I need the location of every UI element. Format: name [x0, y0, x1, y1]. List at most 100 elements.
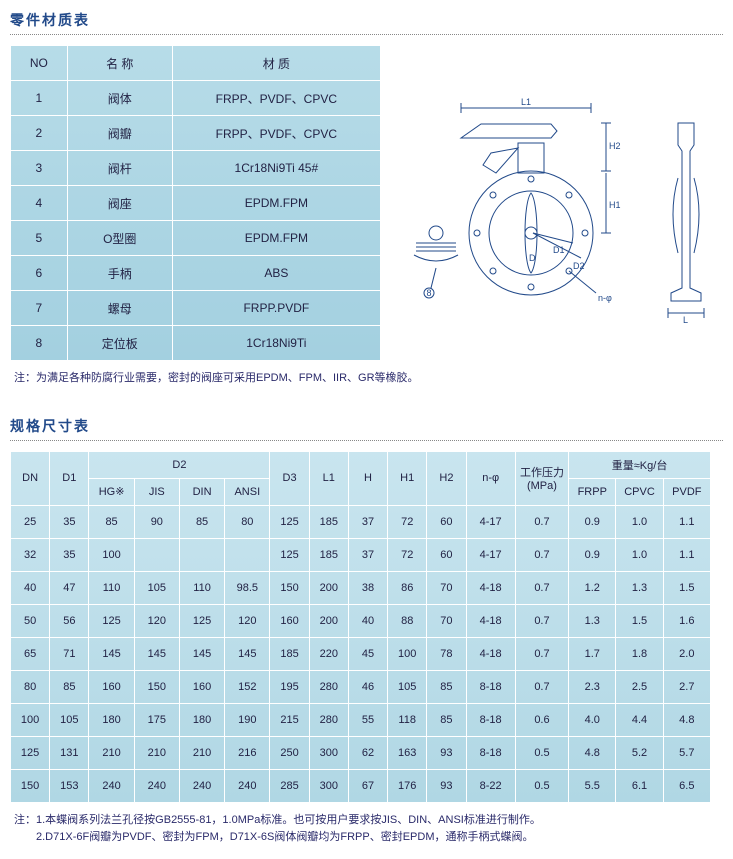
dims-cell: 5.2 — [615, 736, 662, 769]
dims-cell: 98.5 — [224, 571, 269, 604]
dims-row: 12513121021021021625030062163938-180.54.… — [10, 736, 710, 769]
dims-cell: 150 — [269, 571, 308, 604]
dims-cell: 40 — [348, 604, 387, 637]
dims-cell: 4.8 — [568, 736, 615, 769]
parts-cell: 6 — [10, 255, 67, 290]
dims-cell: 220 — [309, 637, 348, 670]
parts-row: 6手柄ABS — [10, 255, 380, 290]
dims-cell: 118 — [387, 703, 426, 736]
dims-cell: 160 — [88, 670, 133, 703]
dims-row: 2535859085801251853772604-170.70.91.01.1 — [10, 505, 710, 538]
dims-cell: 240 — [179, 769, 224, 802]
dims-cell — [179, 538, 224, 571]
parts-row: 3阀杆1Cr18Ni9Ti 45# — [10, 150, 380, 185]
dims-cell: 86 — [387, 571, 426, 604]
dims-cell: 37 — [348, 505, 387, 538]
dims-cell: 200 — [309, 604, 348, 637]
rule — [10, 34, 723, 35]
dims-cell: 150 — [134, 670, 179, 703]
dims-cell: 4.0 — [568, 703, 615, 736]
dims-cell: 215 — [269, 703, 308, 736]
dims-cell: 71 — [49, 637, 88, 670]
parts-row: 2阀瓣FRPP、PVDF、CPVC — [10, 115, 380, 150]
dims-cell: 80 — [10, 670, 49, 703]
dims-cell: 105 — [49, 703, 88, 736]
dims-cell: 250 — [269, 736, 308, 769]
dims-cell — [134, 538, 179, 571]
dims-cell: 176 — [387, 769, 426, 802]
dims-cell: 125 — [269, 538, 308, 571]
h-din: DIN — [179, 478, 224, 505]
h-weight: 重量≈Kg/台 — [568, 451, 710, 478]
dims-cell: 163 — [387, 736, 426, 769]
dims-cell: 90 — [134, 505, 179, 538]
dims-cell: 5.7 — [663, 736, 710, 769]
parts-cell: 4 — [10, 185, 67, 220]
dims-cell: 8-22 — [466, 769, 515, 802]
dims-cell: 56 — [49, 604, 88, 637]
dims-cell: 4-17 — [466, 538, 515, 571]
h-press: 工作压力 (MPa) — [515, 451, 568, 505]
parts-header-name: 名 称 — [67, 45, 172, 80]
parts-cell: 1 — [10, 80, 67, 115]
h-dn: DN — [10, 451, 49, 505]
dims-cell: 125 — [269, 505, 308, 538]
rule-2 — [10, 440, 723, 441]
dims-cell: 145 — [88, 637, 133, 670]
label-d: D — [529, 253, 536, 263]
dims-cell: 55 — [348, 703, 387, 736]
dims-cell: 150 — [10, 769, 49, 802]
dims-cell: 6.1 — [615, 769, 662, 802]
dims-cell: 37 — [348, 538, 387, 571]
dims-cell: 120 — [224, 604, 269, 637]
dims-cell: 145 — [134, 637, 179, 670]
dims-cell: 85 — [426, 703, 465, 736]
parts-cell: FRPP、PVDF、CPVC — [172, 80, 380, 115]
dims-cell: 46 — [348, 670, 387, 703]
dims-cell: 0.9 — [568, 538, 615, 571]
parts-cell: 8 — [10, 325, 67, 360]
parts-header-no: NO — [10, 45, 67, 80]
dims-cell: 70 — [426, 571, 465, 604]
dims-cell: 80 — [224, 505, 269, 538]
dims-cell: 0.7 — [515, 505, 568, 538]
parts-table: NO 名 称 材 质 1阀体FRPP、PVDF、CPVC2阀瓣FRPP、PVDF… — [10, 45, 380, 360]
dims-cell: 110 — [88, 571, 133, 604]
dims-cell: 50 — [10, 604, 49, 637]
dims-row: 50561251201251201602004088704-180.71.31.… — [10, 604, 710, 637]
parts-cell: 阀座 — [67, 185, 172, 220]
dims-table: DN D1 D2 D3 L1 H H1 H2 n-φ 工作压力 (MPa) 重量… — [10, 451, 710, 802]
dims-cell: 1.0 — [615, 538, 662, 571]
parts-cell: ABS — [172, 255, 380, 290]
dims-cell: 280 — [309, 703, 348, 736]
dims-cell: 210 — [134, 736, 179, 769]
dims-cell: 180 — [88, 703, 133, 736]
parts-header-row: NO 名 称 材 质 — [10, 45, 380, 80]
dims-cell: 160 — [269, 604, 308, 637]
dims-row: 15015324024024024028530067176938-220.55.… — [10, 769, 710, 802]
parts-cell: 1Cr18Ni9Ti — [172, 325, 380, 360]
dims-cell: 4-17 — [466, 505, 515, 538]
dims-cell: 240 — [224, 769, 269, 802]
parts-cell: EPDM.FPM — [172, 185, 380, 220]
h-cpvc: CPVC — [615, 478, 662, 505]
parts-cell: 阀瓣 — [67, 115, 172, 150]
dims-cell: 0.7 — [515, 670, 568, 703]
label-h2: H2 — [609, 141, 621, 151]
h-l1: L1 — [309, 451, 348, 505]
h-pvdf: PVDF — [663, 478, 710, 505]
dims-cell: 4-18 — [466, 571, 515, 604]
dims-cell: 190 — [224, 703, 269, 736]
dims-cell: 85 — [49, 670, 88, 703]
parts-header-mat: 材 质 — [172, 45, 380, 80]
dims-cell: 0.7 — [515, 538, 568, 571]
dims-cell: 60 — [426, 505, 465, 538]
parts-cell: 手柄 — [67, 255, 172, 290]
dims-cell: 0.9 — [568, 505, 615, 538]
dims-cell: 120 — [134, 604, 179, 637]
dims-cell: 35 — [49, 538, 88, 571]
dims-cell: 35 — [49, 505, 88, 538]
dims-cell: 0.7 — [515, 637, 568, 670]
parts-cell: O型圈 — [67, 220, 172, 255]
dims-cell: 8-18 — [466, 736, 515, 769]
